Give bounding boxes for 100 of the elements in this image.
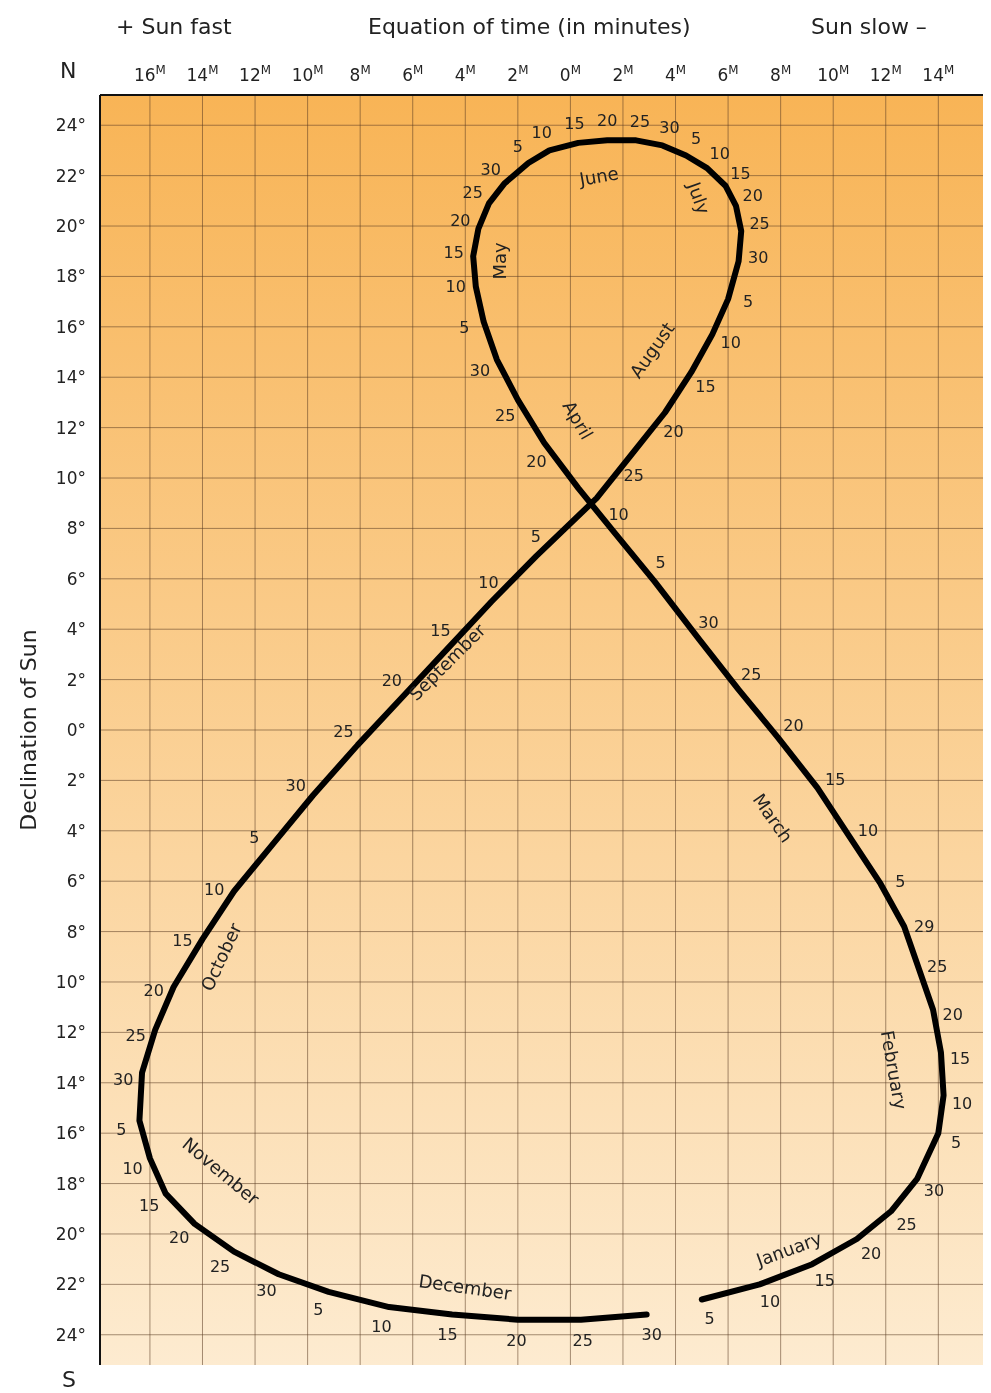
- annotation: 25: [209, 1256, 231, 1276]
- annotation: 20: [597, 110, 618, 130]
- annotation: 5: [313, 1299, 324, 1319]
- x-tick-label: 6$^{M}$: [402, 63, 424, 85]
- annotation: 5: [459, 317, 470, 337]
- text: Sun slow –: [811, 14, 927, 39]
- annotation: 5: [895, 871, 906, 891]
- annotation: 25: [623, 465, 644, 485]
- annotation: 30: [659, 117, 680, 137]
- y-tick-label: 12°: [55, 417, 86, 438]
- annotation: 5: [512, 136, 523, 156]
- annotation: July: [683, 179, 715, 218]
- annotation: 5: [530, 526, 541, 546]
- annotation: 10: [204, 879, 225, 899]
- y-tick-label: 4°: [66, 619, 86, 640]
- y-tick-label: 14°: [55, 367, 86, 388]
- y-tick-label: 4°: [66, 820, 86, 841]
- annotation: 10: [709, 143, 730, 163]
- annotation: 30: [469, 360, 491, 380]
- y-tick-label: 16°: [55, 1123, 86, 1144]
- y-tick-label: 8°: [66, 921, 86, 942]
- text: N: [60, 58, 77, 83]
- annotation: 5: [249, 827, 260, 847]
- annotation: 5: [704, 1308, 715, 1328]
- annotation: 25: [125, 1025, 146, 1045]
- annotation: 20: [860, 1243, 882, 1263]
- annotation: 10: [371, 1316, 392, 1336]
- y-tick-label: 0°: [66, 720, 86, 740]
- annotation: 20: [526, 451, 547, 471]
- annotation: December: [417, 1269, 513, 1304]
- annotation: 25: [495, 405, 516, 425]
- x-axis-title: Equation of time (in minutes): [368, 14, 691, 39]
- annotation: 30: [256, 1280, 277, 1300]
- annotation: 25: [629, 111, 651, 131]
- annotation: February: [876, 1029, 911, 1112]
- annotation: 5: [742, 291, 754, 311]
- x-tick-label: 14$^{M}$: [922, 63, 955, 85]
- y-tick-label: 10°: [55, 468, 86, 489]
- y-tick-label: 2°: [66, 669, 86, 690]
- y-tick-label: 12°: [55, 1022, 86, 1043]
- annotation: 30: [285, 775, 306, 795]
- y-tick-label: 24°: [55, 1324, 86, 1345]
- x-tick-label: 14$^{M}$: [186, 63, 219, 85]
- annotation: 20: [450, 210, 471, 230]
- annotation: 15: [824, 769, 846, 789]
- y-tick-label: 6°: [66, 568, 86, 589]
- annotation: 10: [759, 1291, 781, 1311]
- x-tick-label: 10$^{M}$: [817, 63, 850, 85]
- y-tick-label: 22°: [55, 165, 86, 186]
- x-tick-label: 0$^{M}$: [559, 63, 581, 85]
- annotation: 5: [655, 552, 666, 572]
- annotation: 25: [462, 182, 483, 202]
- annotation: June: [578, 161, 621, 190]
- y-tick-label: 16°: [55, 316, 86, 337]
- x-tick-label: 6$^{M}$: [717, 63, 739, 85]
- annotation: 10: [445, 276, 466, 296]
- annotation: 5: [116, 1119, 127, 1139]
- annotation: 25: [333, 721, 354, 741]
- x-tick-label: 16$^{M}$: [133, 63, 166, 85]
- annotation: 15: [949, 1048, 971, 1068]
- annotation: 15: [443, 242, 464, 262]
- y-tick-label: 24°: [55, 115, 86, 136]
- y-axis-title: Declination of Sun: [15, 629, 41, 831]
- annotation: 30: [112, 1069, 134, 1089]
- annotation: 10: [122, 1158, 143, 1178]
- y-tick-label: 20°: [55, 216, 86, 237]
- annotation: 30: [747, 247, 769, 267]
- x-tick-label: 8$^{M}$: [349, 63, 371, 85]
- x-tick-label: 8$^{M}$: [770, 63, 792, 85]
- annotation: 30: [641, 1324, 662, 1344]
- x-tick-label: 2$^{M}$: [507, 63, 529, 85]
- annotation: 15: [730, 163, 751, 183]
- annotation: May: [488, 242, 510, 280]
- annotation: 10: [531, 122, 552, 142]
- annotation: 5: [691, 128, 702, 148]
- annotation: 15: [172, 930, 193, 950]
- annotation: 20: [942, 1004, 963, 1024]
- y-tick-label: 6°: [66, 871, 86, 892]
- y-tick-label: 14°: [55, 1072, 86, 1093]
- annotation: 20: [169, 1227, 190, 1247]
- y-tick-label: 20°: [55, 1223, 86, 1244]
- x-tick-label: 12$^{M}$: [869, 63, 902, 85]
- annotation: 15: [139, 1195, 160, 1215]
- x-tick-label: 12$^{M}$: [239, 63, 271, 85]
- annotation: 15: [437, 1324, 458, 1344]
- annotation: 15: [814, 1270, 835, 1290]
- annotation: 20: [663, 421, 684, 441]
- text: + Sun fast: [116, 14, 232, 39]
- x-tick-label: 10$^{M}$: [291, 63, 324, 85]
- annotation: 10: [951, 1093, 973, 1113]
- annotation: 30: [480, 159, 501, 179]
- x-tick-label: 4$^{M}$: [454, 63, 476, 85]
- x-tick-label: 4$^{M}$: [664, 63, 687, 85]
- annotation: 25: [740, 664, 762, 684]
- y-tick-label: 18°: [55, 266, 86, 287]
- annotation: 10: [478, 572, 499, 592]
- annotation: 25: [572, 1330, 593, 1350]
- annotation: 10: [608, 504, 629, 524]
- annotation: 20: [506, 1330, 527, 1350]
- annotation: 10: [857, 820, 879, 840]
